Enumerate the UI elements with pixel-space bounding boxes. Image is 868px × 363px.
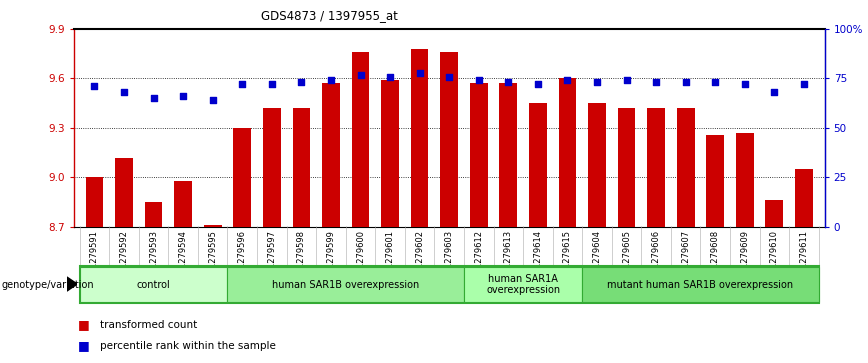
Bar (499, 83, 517, 227)
Point (383, 74, 397, 79)
Bar (263, 108, 280, 227)
Bar (174, 181, 192, 227)
Point (442, 74, 457, 79)
Text: ■: ■ (78, 318, 90, 331)
Bar (411, 49, 429, 227)
Text: human SAR1A
overexpression: human SAR1A overexpression (486, 274, 560, 295)
Text: human SAR1B overexpression: human SAR1B overexpression (272, 280, 419, 290)
Text: transformed count: transformed count (100, 320, 197, 330)
Bar (582, 267, 819, 302)
Bar (145, 202, 162, 227)
Bar (677, 108, 694, 227)
Point (590, 79, 604, 85)
Point (531, 82, 545, 87)
Point (353, 72, 367, 77)
Text: ■: ■ (78, 339, 90, 352)
Bar (559, 78, 576, 227)
Bar (648, 108, 665, 227)
Point (176, 93, 190, 99)
Text: percentile rank within the sample: percentile rank within the sample (100, 340, 276, 351)
Point (265, 82, 279, 87)
Bar (204, 225, 221, 227)
Point (235, 82, 249, 87)
Point (472, 78, 486, 83)
Bar (115, 158, 133, 227)
Point (88, 83, 102, 89)
Bar (766, 200, 783, 227)
Bar (227, 267, 464, 302)
Bar (86, 178, 103, 227)
Point (649, 79, 663, 85)
Bar (322, 83, 339, 227)
Bar (293, 108, 310, 227)
Bar (440, 52, 458, 227)
Bar (707, 135, 724, 227)
Bar (470, 83, 488, 227)
Bar (618, 108, 635, 227)
Bar (80, 267, 227, 302)
Text: control: control (137, 280, 170, 290)
Point (206, 97, 220, 103)
Point (412, 70, 426, 76)
Bar (529, 103, 547, 227)
Text: genotype/variation: genotype/variation (2, 280, 95, 290)
Point (147, 95, 161, 101)
Point (324, 78, 338, 83)
Point (797, 82, 811, 87)
Point (738, 82, 752, 87)
Point (294, 79, 308, 85)
Text: GDS4873 / 1397955_at: GDS4873 / 1397955_at (261, 9, 398, 22)
Bar (795, 169, 812, 227)
Point (679, 79, 693, 85)
Bar (464, 267, 582, 302)
Point (620, 78, 634, 83)
Polygon shape (67, 277, 77, 291)
Text: mutant human SAR1B overexpression: mutant human SAR1B overexpression (608, 280, 793, 290)
Point (561, 78, 575, 83)
Point (502, 79, 516, 85)
Bar (233, 128, 251, 227)
Bar (736, 133, 753, 227)
Bar (381, 80, 399, 227)
Point (708, 79, 722, 85)
Bar (589, 103, 606, 227)
Point (117, 89, 131, 95)
Bar (352, 52, 370, 227)
Point (767, 89, 781, 95)
